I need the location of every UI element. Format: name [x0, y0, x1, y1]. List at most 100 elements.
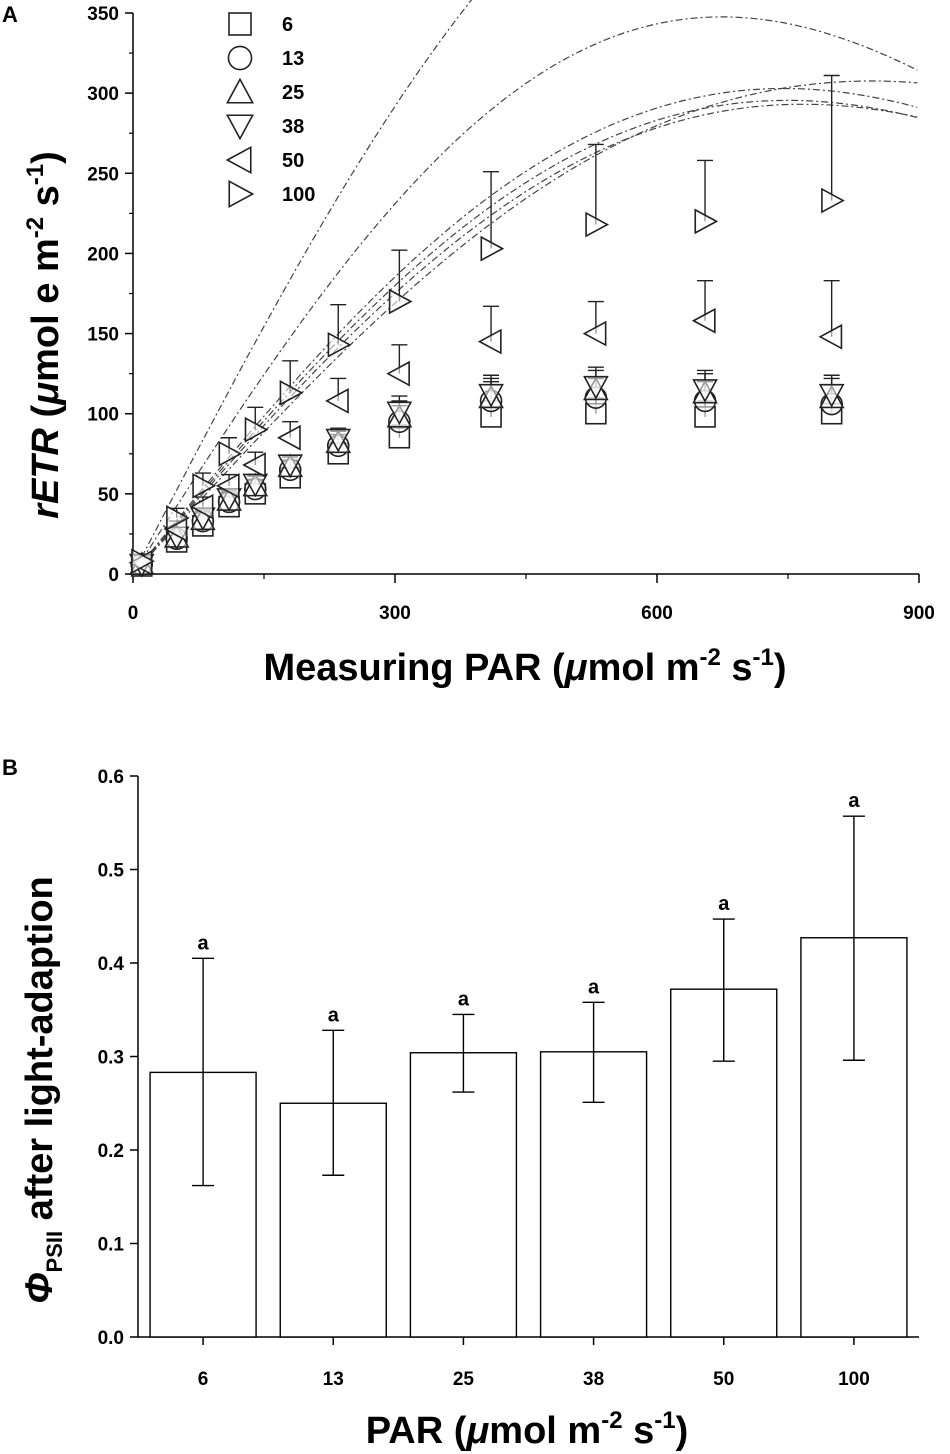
- point-50: [325, 388, 349, 414]
- y-tick-label-a: 250: [87, 164, 119, 185]
- y-tick-label-a: 200: [87, 244, 119, 265]
- point-38: [277, 454, 304, 479]
- y-title-open: (: [25, 404, 67, 428]
- x-tick-label-a: 600: [641, 603, 673, 624]
- y-tick-label-b: 0.2: [98, 1141, 124, 1162]
- y-tick-label-b: 0.4: [98, 954, 125, 975]
- data-points-a: [128, 187, 845, 578]
- point-100: [131, 548, 155, 575]
- x-tick-label-38: 38: [583, 1369, 604, 1390]
- x-tick-label-13: 13: [323, 1369, 344, 1390]
- point-50: [215, 473, 240, 499]
- x-title-s-a: s: [721, 647, 753, 689]
- significance-letters-b: a a a a a a: [198, 790, 861, 1026]
- point-100: [327, 331, 352, 358]
- point-50: [189, 493, 214, 520]
- x-title-main-b: PAR (: [366, 1410, 467, 1452]
- x-tick-label-50: 50: [713, 1369, 734, 1390]
- y-title-s: s: [25, 185, 67, 217]
- chart-b: B 0.00.10.20.30.40.50.66 13 25 38 50 100 aaaa…: [2, 755, 919, 1452]
- point-38: [325, 428, 352, 453]
- x-axis-title-a: Measuring PAR (μmol m-2 s-1): [263, 644, 786, 689]
- panel-label-b: B: [2, 755, 18, 780]
- fit-curve-25: [141, 99, 918, 564]
- significance-letter-38: a: [588, 976, 600, 998]
- fit-curve-100: [141, 0, 473, 558]
- y-title-phi: Φ: [19, 1272, 61, 1303]
- point-100: [821, 187, 845, 214]
- point-100: [694, 208, 719, 235]
- x-title-close-a: ): [774, 647, 787, 689]
- x-title-unit-a: mol m: [588, 647, 700, 689]
- legend-label-25: 25: [282, 82, 304, 104]
- legend-label-6: 6: [282, 14, 293, 36]
- x-tick-label-100: 100: [838, 1369, 870, 1390]
- y-tick-label-b: 0.1: [98, 1235, 125, 1256]
- x-title-exp1-b: -2: [601, 1407, 622, 1434]
- fit-curve-50: [141, 16, 918, 561]
- point-38: [818, 383, 845, 408]
- legend-marker-13: [227, 45, 253, 71]
- x-title-exp2-a: -1: [753, 644, 774, 671]
- significance-letter-25: a: [458, 988, 470, 1010]
- x-title-mu-b: μ: [465, 1410, 489, 1452]
- axis-ticks-a: 0 50 100 150 200 250 300 350 0 300 600 900: [87, 4, 935, 624]
- chart-a: A 0 50 100 150 200 250 300 350 0 300 600 900 6 13 25 3…: [2, 0, 935, 689]
- point-100: [585, 211, 610, 238]
- y-title-psii: PSII: [42, 1231, 67, 1273]
- y-axis-title-a: rETR (μmol e m-2 s-1): [22, 151, 67, 519]
- x-title-main-a: Measuring PAR (: [263, 647, 565, 689]
- point-100: [166, 505, 190, 531]
- y-tick-label-a: 300: [87, 84, 119, 105]
- x-axis-title-b: PAR (μmol m-2 s-1): [366, 1407, 689, 1452]
- point-50: [582, 320, 607, 347]
- legend-marker-38: [226, 114, 254, 141]
- point-100: [192, 473, 217, 499]
- y-title-rest: after light-adaption: [19, 876, 61, 1231]
- point-50: [386, 360, 410, 387]
- y-title-rETR: rETR: [25, 427, 67, 518]
- bar-25: [409, 1052, 518, 1338]
- y-tick-label-a: 150: [87, 325, 119, 346]
- x-tick-label-6: 6: [198, 1369, 209, 1390]
- x-title-mu-a: μ: [564, 647, 588, 689]
- point-100: [480, 235, 505, 262]
- legend-marker-25: [226, 77, 254, 104]
- y-tick-label-a: 0: [108, 565, 119, 586]
- point-50: [691, 307, 716, 334]
- point-38: [692, 379, 718, 403]
- fit-curves-a: [141, 0, 918, 565]
- fit-curve-6: [141, 80, 918, 565]
- point-100: [218, 440, 243, 467]
- legend-label-13: 13: [282, 48, 304, 70]
- y-tick-label-b: 0.5: [98, 861, 125, 882]
- legend-a: 6 13 25 38 50 100: [225, 12, 315, 208]
- y-axis-title-b: ΦPSII after light-adaption: [19, 876, 67, 1303]
- fit-curve-13: [141, 103, 918, 565]
- x-tick-label-25: 25: [453, 1369, 475, 1390]
- point-100: [388, 288, 413, 315]
- x-tick-label-a: 300: [379, 603, 411, 624]
- panel-label-a: A: [2, 2, 18, 27]
- significance-letter-50: a: [718, 893, 730, 915]
- legend-label-50: 50: [282, 150, 304, 172]
- x-title-s-b: s: [623, 1410, 655, 1452]
- legend-label-38: 38: [282, 116, 304, 138]
- point-50: [277, 424, 301, 451]
- point-100: [244, 416, 269, 443]
- error-bars-b: [192, 815, 865, 1187]
- y-tick-label-b: 0.0: [98, 1328, 124, 1349]
- y-title-mu: μ: [25, 382, 67, 406]
- point-38: [583, 375, 609, 400]
- y-title-close: ): [25, 151, 67, 164]
- legend-label-100: 100: [282, 184, 315, 206]
- point-50: [242, 452, 266, 478]
- y-tick-label-b: 0.6: [98, 767, 124, 788]
- point-50: [818, 323, 843, 350]
- y-title-unit: mol e m: [25, 238, 67, 382]
- x-title-unit-b: mol m: [489, 1410, 601, 1452]
- y-tick-label-a: 350: [87, 4, 119, 25]
- significance-letter-13: a: [328, 1004, 340, 1026]
- x-tick-label-a: 900: [903, 603, 935, 624]
- axis-ticks-b: 0.0 0.1 0.2 0.3 0.4 0.5 0.6 6 13 25 38 50 100: [98, 767, 870, 1390]
